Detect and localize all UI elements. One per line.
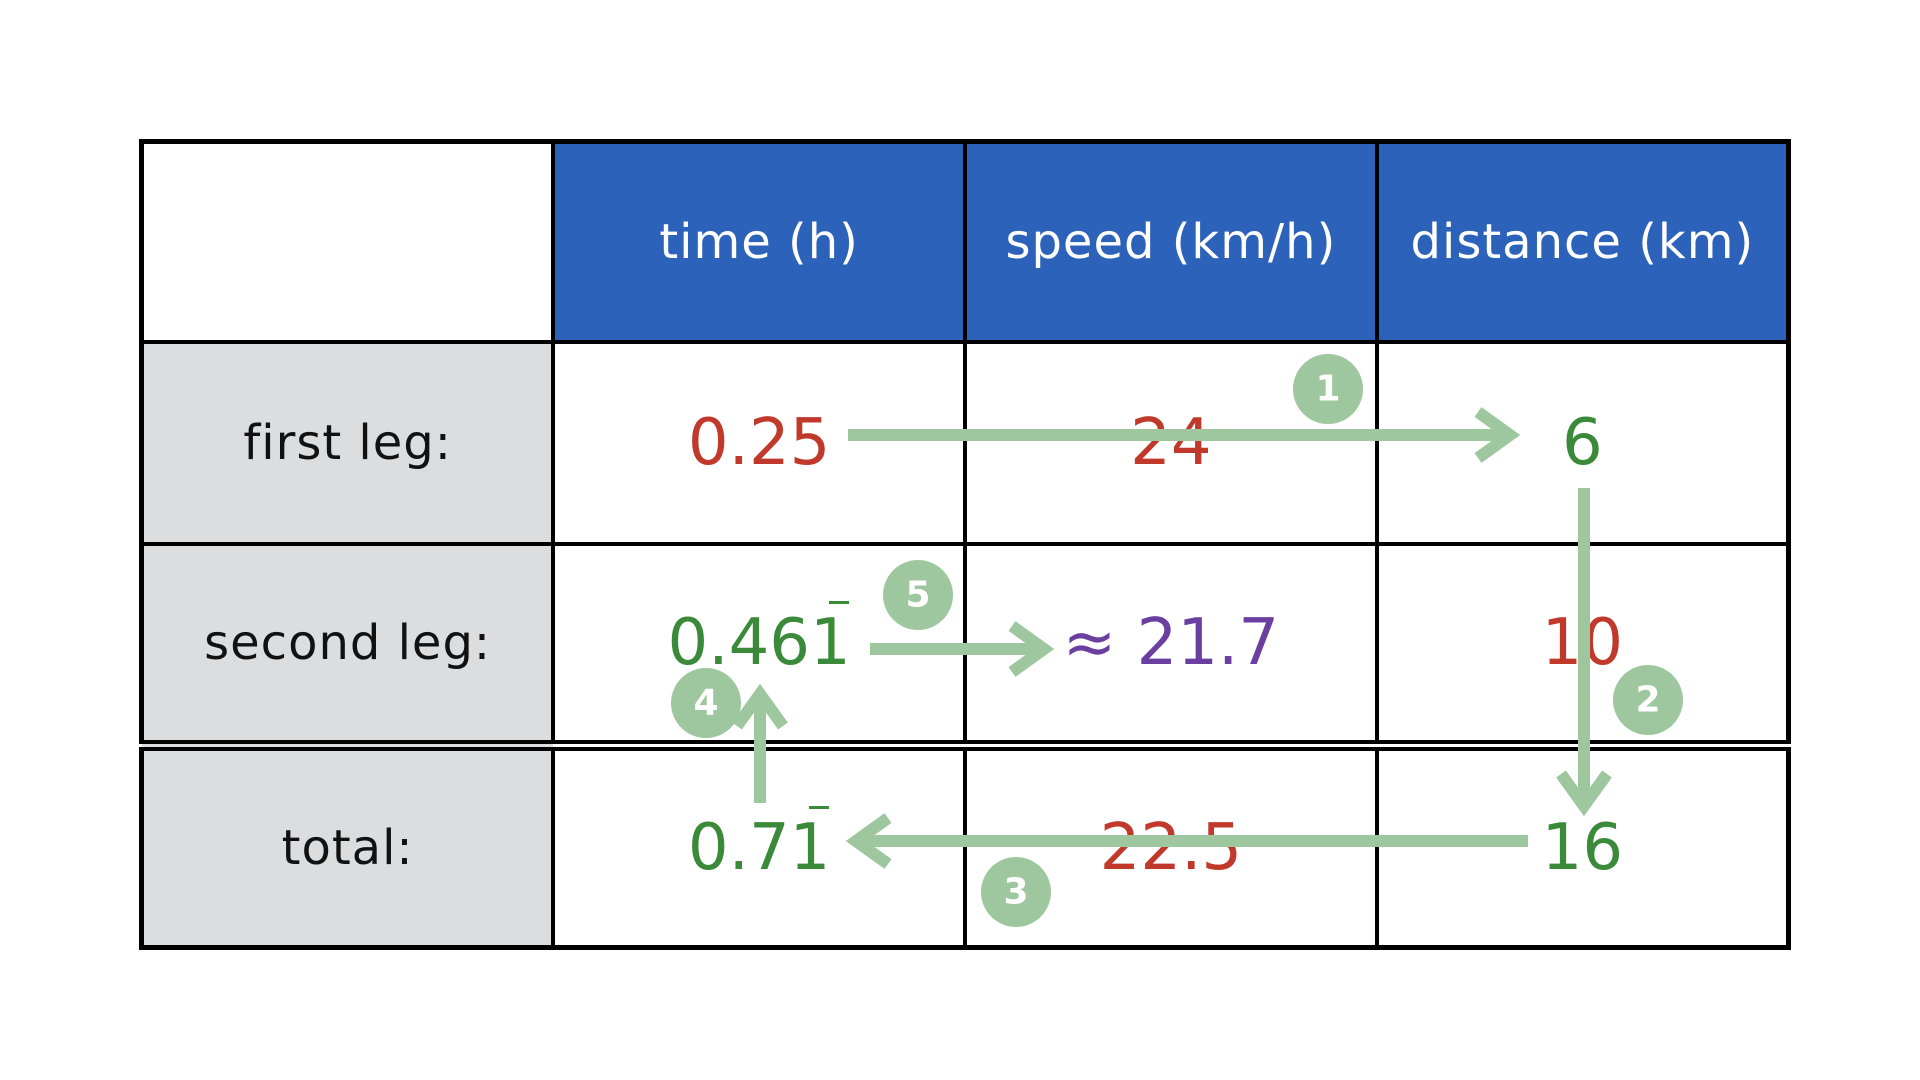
cell-first-time: 0.25	[551, 339, 967, 546]
header-speed: speed (km/h)	[963, 139, 1379, 344]
repeat-digit: 1	[789, 811, 831, 885]
value-second-distance: 10	[1541, 605, 1624, 680]
value-total-speed: 22.5	[1099, 811, 1243, 885]
rate-table: time (h) speed (km/h) distance (km) firs…	[139, 139, 1791, 950]
value-total-time: 0.7	[687, 811, 790, 885]
cell-second-speed: ≈ 21.7	[963, 541, 1379, 748]
value-second-speed: ≈ 21.7	[1062, 605, 1280, 680]
value-second-time: 0.46	[667, 605, 811, 680]
value-first-time: 0.25	[687, 405, 831, 480]
cell-second-distance: 10	[1374, 541, 1791, 748]
cell-total-speed: 22.5	[963, 740, 1379, 950]
corner-cell	[139, 139, 556, 344]
row-total: total: 0.71 22.5 16	[139, 740, 1791, 950]
cell-total-distance: 16	[1374, 740, 1791, 950]
repeating-digit-total-time: 1	[789, 805, 831, 885]
repeating-digit-second-time: 1	[810, 600, 851, 680]
value-first-speed: 24	[1130, 405, 1212, 480]
row-first-leg: first leg: 0.25 24 6	[139, 339, 1791, 546]
repeat-bar	[808, 805, 830, 810]
cell-first-distance: 6	[1374, 339, 1791, 546]
row-label-total: total:	[139, 740, 556, 950]
row-label-first-leg: first leg:	[139, 339, 556, 546]
row-label-second-leg: second leg:	[139, 541, 556, 748]
value-total-distance: 16	[1541, 811, 1624, 885]
cell-first-speed: 24	[963, 339, 1379, 546]
header-time: time (h)	[551, 139, 967, 344]
header-distance: distance (km)	[1374, 139, 1791, 344]
header-row: time (h) speed (km/h) distance (km)	[139, 139, 1791, 344]
row-second-leg: second leg: 0.461 ≈ 21.7 10	[139, 541, 1791, 748]
cell-second-time: 0.461	[551, 541, 967, 748]
value-first-distance: 6	[1562, 405, 1603, 480]
repeat-digit: 1	[810, 605, 851, 680]
repeat-bar	[829, 600, 850, 604]
cell-total-time: 0.71	[551, 740, 967, 950]
